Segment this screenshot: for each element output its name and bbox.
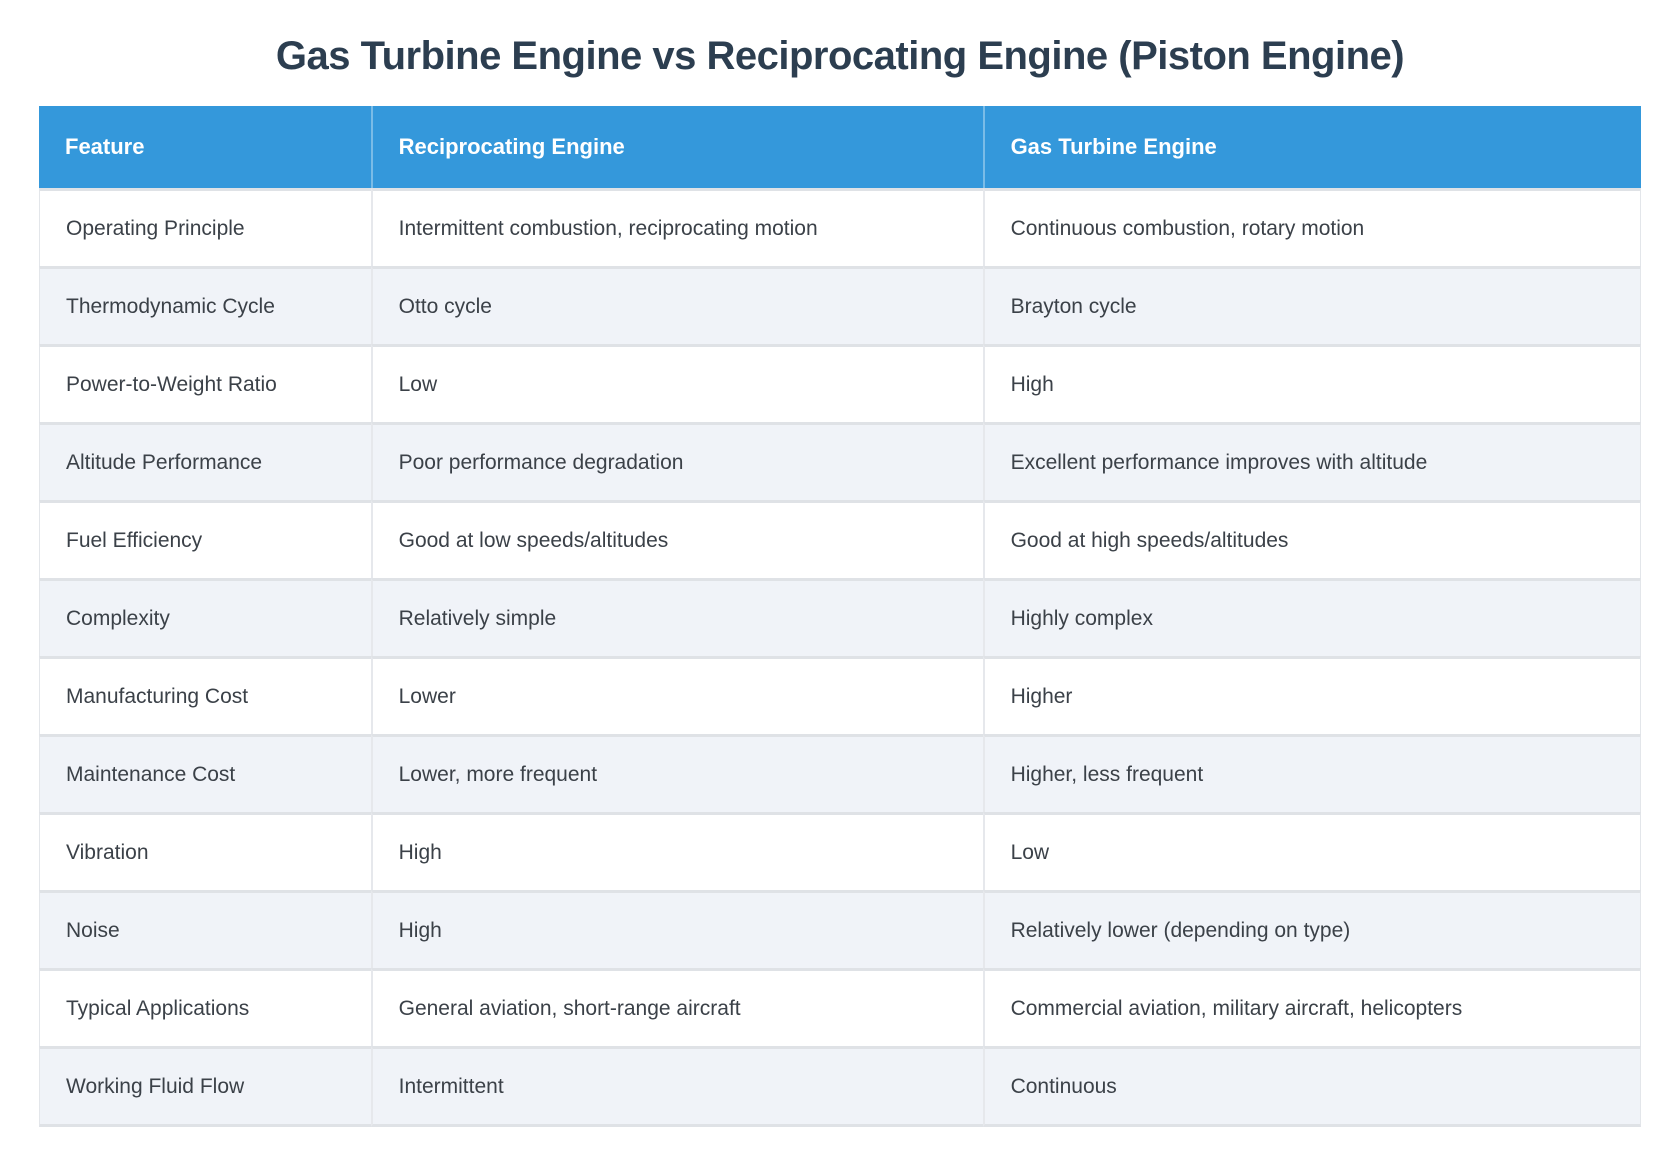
table-row: Working Fluid Flow Intermittent Continuo…: [39, 1046, 1641, 1127]
cell-gas-turbine: Continuous combustion, rotary motion: [982, 188, 1641, 266]
column-header-feature: Feature: [39, 106, 371, 188]
table-row: Noise High Relatively lower (depending o…: [39, 890, 1641, 968]
cell-gas-turbine: Higher, less frequent: [982, 734, 1641, 812]
cell-gas-turbine: High: [982, 344, 1641, 422]
cell-feature: Manufacturing Cost: [39, 656, 371, 734]
cell-reciprocating: Poor performance degradation: [370, 422, 983, 500]
header-row: Feature Reciprocating Engine Gas Turbine…: [39, 106, 1641, 188]
cell-feature: Thermodynamic Cycle: [39, 266, 371, 344]
column-header-reciprocating: Reciprocating Engine: [370, 106, 983, 188]
cell-gas-turbine: Excellent performance improves with alti…: [982, 422, 1641, 500]
cell-gas-turbine: Relatively lower (depending on type): [982, 890, 1641, 968]
cell-reciprocating: General aviation, short-range aircraft: [370, 968, 983, 1046]
cell-feature: Noise: [39, 890, 371, 968]
cell-reciprocating: Relatively simple: [370, 578, 983, 656]
table-row: Typical Applications General aviation, s…: [39, 968, 1641, 1046]
cell-feature: Maintenance Cost: [39, 734, 371, 812]
table-row: Altitude Performance Poor performance de…: [39, 422, 1641, 500]
table-body: Operating Principle Intermittent combust…: [39, 188, 1641, 1127]
table-row: Fuel Efficiency Good at low speeds/altit…: [39, 500, 1641, 578]
cell-gas-turbine: Good at high speeds/altitudes: [982, 500, 1641, 578]
table-row: Vibration High Low: [39, 812, 1641, 890]
table-row: Manufacturing Cost Lower Higher: [39, 656, 1641, 734]
cell-gas-turbine: Continuous: [982, 1046, 1641, 1127]
cell-feature: Power-to-Weight Ratio: [39, 344, 371, 422]
cell-gas-turbine: Low: [982, 812, 1641, 890]
comparison-table: Feature Reciprocating Engine Gas Turbine…: [39, 106, 1641, 1127]
cell-reciprocating: High: [370, 890, 983, 968]
cell-feature: Complexity: [39, 578, 371, 656]
cell-reciprocating: Lower, more frequent: [370, 734, 983, 812]
cell-feature: Operating Principle: [39, 188, 371, 266]
table-row: Operating Principle Intermittent combust…: [39, 188, 1641, 266]
cell-feature: Vibration: [39, 812, 371, 890]
cell-reciprocating: Intermittent: [370, 1046, 983, 1127]
cell-gas-turbine: Commercial aviation, military aircraft, …: [982, 968, 1641, 1046]
cell-reciprocating: High: [370, 812, 983, 890]
cell-reciprocating: Intermittent combustion, reciprocating m…: [370, 188, 983, 266]
cell-gas-turbine: Brayton cycle: [982, 266, 1641, 344]
cell-reciprocating: Low: [370, 344, 983, 422]
page-title: Gas Turbine Engine vs Reciprocating Engi…: [275, 34, 1405, 78]
cell-feature: Typical Applications: [39, 968, 371, 1046]
table-row: Thermodynamic Cycle Otto cycle Brayton c…: [39, 266, 1641, 344]
cell-feature: Altitude Performance: [39, 422, 371, 500]
table-row: Maintenance Cost Lower, more frequent Hi…: [39, 734, 1641, 812]
table-row: Power-to-Weight Ratio Low High: [39, 344, 1641, 422]
cell-gas-turbine: Highly complex: [982, 578, 1641, 656]
cell-feature: Fuel Efficiency: [39, 500, 371, 578]
cell-reciprocating: Otto cycle: [370, 266, 983, 344]
table-header: Feature Reciprocating Engine Gas Turbine…: [39, 106, 1641, 188]
table-row: Complexity Relatively simple Highly comp…: [39, 578, 1641, 656]
cell-reciprocating: Good at low speeds/altitudes: [370, 500, 983, 578]
cell-feature: Working Fluid Flow: [39, 1046, 371, 1127]
cell-gas-turbine: Higher: [982, 656, 1641, 734]
cell-reciprocating: Lower: [370, 656, 983, 734]
column-header-gas-turbine: Gas Turbine Engine: [982, 106, 1641, 188]
